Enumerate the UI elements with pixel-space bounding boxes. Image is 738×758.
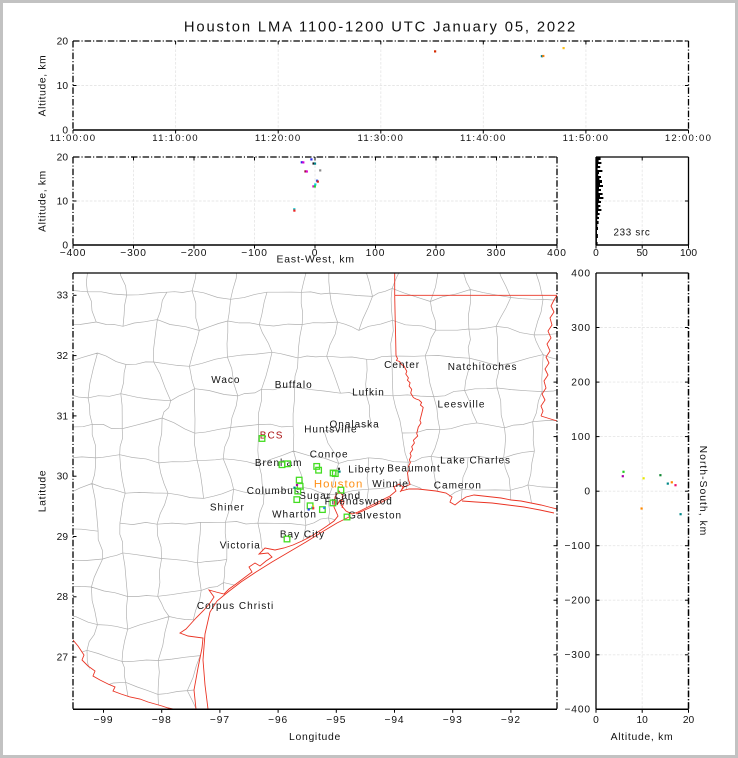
- svg-text:0: 0: [312, 248, 319, 259]
- svg-text:31: 31: [57, 411, 69, 422]
- svg-text:Shiner: Shiner: [210, 503, 245, 514]
- svg-text:−94: −94: [385, 715, 405, 726]
- svg-text:400: 400: [571, 268, 591, 279]
- svg-text:50: 50: [637, 248, 649, 259]
- svg-text:11:40:00: 11:40:00: [460, 133, 507, 144]
- svg-text:28: 28: [57, 592, 69, 603]
- svg-text:Waco: Waco: [211, 375, 240, 386]
- svg-text:Winnie: Winnie: [372, 479, 409, 490]
- svg-text:Leesville: Leesville: [438, 399, 486, 410]
- svg-text:Lake Charles: Lake Charles: [440, 455, 511, 466]
- svg-text:−96: −96: [268, 715, 288, 726]
- svg-text:−400: −400: [564, 705, 591, 716]
- svg-text:100: 100: [571, 432, 591, 443]
- svg-text:400: 400: [547, 248, 567, 259]
- svg-text:200: 200: [571, 378, 591, 389]
- svg-text:10: 10: [57, 196, 69, 207]
- svg-text:0: 0: [62, 240, 68, 251]
- svg-text:20: 20: [57, 36, 69, 47]
- svg-text:−99: −99: [94, 715, 114, 726]
- svg-text:32: 32: [57, 351, 69, 362]
- svg-text:−98: −98: [152, 715, 172, 726]
- svg-text:Liberty: Liberty: [348, 465, 385, 476]
- svg-text:−400: −400: [60, 248, 87, 259]
- svg-text:300: 300: [571, 323, 591, 334]
- svg-text:Longitude: Longitude: [289, 732, 341, 743]
- svg-text:11:00:00: 11:00:00: [50, 133, 97, 144]
- svg-text:10: 10: [57, 81, 69, 92]
- svg-text:Onalaska: Onalaska: [330, 420, 380, 431]
- svg-text:0: 0: [62, 125, 68, 136]
- svg-text:Natchitoches: Natchitoches: [448, 362, 518, 373]
- svg-text:0: 0: [593, 715, 599, 726]
- svg-text:29: 29: [57, 532, 69, 543]
- svg-text:20: 20: [57, 152, 69, 163]
- svg-text:Wharton: Wharton: [272, 510, 317, 521]
- svg-text:12:00:00: 12:00:00: [665, 133, 712, 144]
- svg-text:11:50:00: 11:50:00: [563, 133, 610, 144]
- svg-text:Friendswood: Friendswood: [325, 497, 393, 508]
- svg-text:11:20:00: 11:20:00: [255, 133, 302, 144]
- svg-text:BCS: BCS: [260, 430, 284, 441]
- svg-text:Corpus Christi: Corpus Christi: [197, 601, 274, 612]
- svg-text:Victoria: Victoria: [220, 540, 261, 551]
- svg-text:0: 0: [593, 248, 599, 259]
- svg-text:20: 20: [683, 715, 695, 726]
- svg-text:Cameron: Cameron: [434, 480, 482, 491]
- svg-text:100: 100: [680, 248, 697, 259]
- svg-text:11:10:00: 11:10:00: [152, 133, 199, 144]
- svg-text:10: 10: [637, 715, 649, 726]
- svg-text:Bay City: Bay City: [280, 530, 325, 541]
- svg-text:Brenham: Brenham: [255, 458, 303, 469]
- svg-text:0: 0: [584, 487, 591, 498]
- svg-text:−97: −97: [210, 715, 230, 726]
- svg-text:11:30:00: 11:30:00: [357, 133, 404, 144]
- svg-text:Latitude: Latitude: [38, 470, 49, 513]
- svg-text:−300: −300: [120, 248, 147, 259]
- svg-text:Altitude, km: Altitude, km: [38, 170, 49, 232]
- svg-text:Sugar Land: Sugar Land: [299, 491, 361, 502]
- svg-text:−100: −100: [241, 248, 268, 259]
- svg-text:Conroe: Conroe: [310, 449, 349, 460]
- svg-text:Altitude, km: Altitude, km: [38, 55, 49, 117]
- svg-text:−200: −200: [181, 248, 208, 259]
- svg-text:−300: −300: [564, 650, 591, 661]
- svg-text:−92: −92: [501, 715, 521, 726]
- svg-text:−200: −200: [564, 596, 591, 607]
- svg-text:Houston: Houston: [314, 479, 363, 491]
- svg-text:27: 27: [57, 653, 69, 664]
- svg-text:Beaumont: Beaumont: [387, 463, 441, 474]
- svg-text:Center: Center: [384, 360, 420, 371]
- svg-text:30: 30: [57, 472, 69, 483]
- svg-text:Altitude, km: Altitude, km: [611, 732, 674, 743]
- svg-text:300: 300: [487, 248, 507, 259]
- svg-text:Galveston: Galveston: [348, 510, 402, 521]
- svg-text:Lufkin: Lufkin: [352, 388, 385, 399]
- svg-text:−95: −95: [326, 715, 346, 726]
- svg-text:100: 100: [366, 248, 386, 259]
- svg-text:Buffalo: Buffalo: [275, 380, 313, 391]
- svg-text:−100: −100: [564, 541, 591, 552]
- svg-text:North-South, km: North-South, km: [697, 446, 708, 537]
- svg-text:Columbus: Columbus: [247, 486, 300, 497]
- svg-text:−93: −93: [443, 715, 463, 726]
- svg-text:Houston LMA 1100-1200 UTC Janu: Houston LMA 1100-1200 UTC January 05, 20…: [184, 19, 577, 35]
- svg-text:33: 33: [57, 291, 69, 302]
- svg-text:Huntsville: Huntsville: [304, 425, 357, 436]
- svg-text:200: 200: [426, 248, 446, 259]
- svg-text:233 src: 233 src: [614, 228, 651, 239]
- svg-text:East-West, km: East-West, km: [276, 255, 354, 266]
